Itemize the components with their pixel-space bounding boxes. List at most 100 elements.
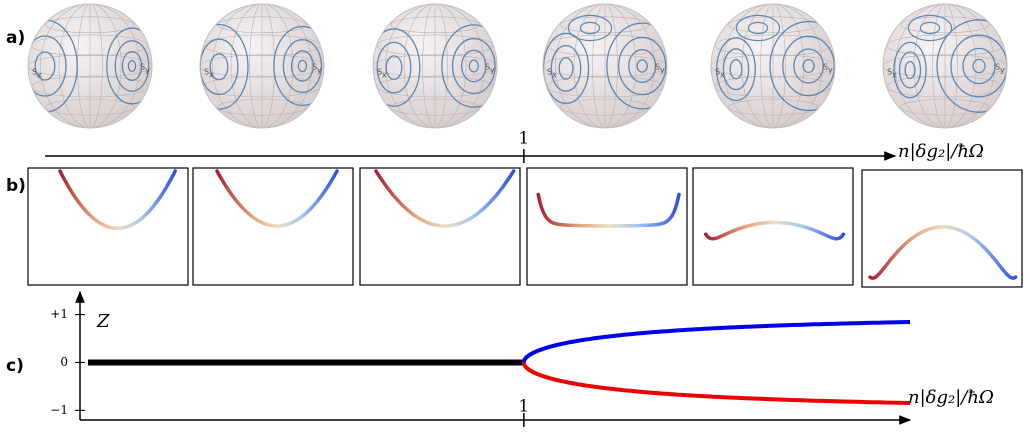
contour xyxy=(636,59,648,73)
contour xyxy=(28,35,67,97)
y-tick-label: 0 xyxy=(60,355,68,369)
y-tick-label: +1 xyxy=(50,307,68,321)
contour xyxy=(722,48,750,91)
contour xyxy=(106,27,152,105)
contour xyxy=(273,25,324,107)
contour xyxy=(628,49,657,83)
contour xyxy=(735,14,781,42)
sphere-axis-symbol: S xyxy=(32,68,37,77)
contour xyxy=(114,40,150,92)
meridian xyxy=(932,4,958,128)
sphere-axis-symbol: S xyxy=(715,68,720,77)
contour xyxy=(550,44,582,92)
contour xyxy=(769,20,835,112)
sphere-axis-sub: x xyxy=(382,71,387,80)
meridian xyxy=(385,4,485,128)
energy-panel xyxy=(526,167,688,286)
contour xyxy=(904,60,916,80)
energy-curve xyxy=(58,169,177,231)
contour xyxy=(290,50,314,82)
sphere-axis-symbol: S xyxy=(204,68,209,77)
sphere-axis-sub: x xyxy=(209,71,214,80)
panel-label: a) xyxy=(6,28,25,48)
sphere-axis-symbol: S xyxy=(823,63,828,72)
meridian xyxy=(40,4,140,128)
sphere-axis-sub: x xyxy=(720,71,725,80)
sphere-axis-symbol: S xyxy=(887,68,892,77)
panel-label: b) xyxy=(6,176,26,196)
x-tick-label: 1 xyxy=(518,397,529,417)
energy-curve xyxy=(704,220,846,241)
sphere xyxy=(28,4,152,128)
broken-branch xyxy=(521,362,911,405)
energy-curve xyxy=(215,169,339,228)
contour xyxy=(606,22,667,110)
meridian xyxy=(555,4,655,128)
contour xyxy=(919,21,941,35)
energy-curve xyxy=(536,192,681,228)
sphere xyxy=(883,4,1007,128)
contour xyxy=(950,34,1007,98)
panel-label: c) xyxy=(6,356,24,376)
y-tick-label: −1 xyxy=(50,403,68,417)
contour xyxy=(972,58,986,74)
contour xyxy=(282,39,323,93)
sphere-axis-sub: x xyxy=(37,71,42,80)
contour xyxy=(34,51,56,81)
contour xyxy=(618,36,667,96)
sphere-outline xyxy=(882,3,1008,129)
contour xyxy=(451,37,496,95)
contour xyxy=(802,58,815,74)
sphere-axis-sub: y xyxy=(1000,66,1005,75)
contour xyxy=(200,23,249,110)
meridian xyxy=(212,4,312,128)
contour xyxy=(376,41,412,94)
contour xyxy=(209,53,229,81)
meridian xyxy=(573,4,637,128)
energy-curve xyxy=(868,225,1018,280)
sphere-axis-sub: y xyxy=(145,66,150,75)
sphere xyxy=(711,4,835,128)
contour xyxy=(468,59,480,73)
contour xyxy=(893,41,927,99)
sphere-outline xyxy=(542,3,668,129)
meridian xyxy=(592,4,618,128)
contour xyxy=(962,47,996,85)
contour xyxy=(936,19,1007,113)
meridian xyxy=(760,4,786,128)
contour xyxy=(558,57,574,80)
sphere-axis-symbol: S xyxy=(547,68,552,77)
contour xyxy=(373,28,421,107)
contour xyxy=(907,14,953,42)
contour xyxy=(385,55,403,81)
contour xyxy=(567,14,613,42)
contour xyxy=(716,37,756,102)
meridian xyxy=(58,4,122,128)
axis-label: Z xyxy=(96,311,110,332)
sphere-outline xyxy=(199,3,325,129)
sphere-axis-sub: y xyxy=(317,66,322,75)
sphere-axis-symbol: S xyxy=(140,63,145,72)
contour xyxy=(747,21,769,35)
axis-label: n|δg₂|/ħΩ xyxy=(908,387,994,408)
sphere-axis-symbol: S xyxy=(377,68,382,77)
contour xyxy=(782,35,835,97)
meridian xyxy=(230,4,294,128)
sphere-outline xyxy=(372,3,498,129)
energy-curve xyxy=(374,169,516,228)
sphere-axis-sub: x xyxy=(552,71,557,80)
sphere xyxy=(373,4,497,128)
broken-branch xyxy=(521,320,911,363)
contour xyxy=(441,24,497,108)
contour xyxy=(793,48,824,84)
contour xyxy=(729,59,743,80)
contour xyxy=(127,59,137,73)
energy-panel xyxy=(692,167,854,286)
sphere-outline xyxy=(710,3,836,129)
x-tick-label: 1 xyxy=(518,129,529,149)
sphere-outline xyxy=(27,3,153,129)
sphere-axis-symbol: S xyxy=(655,63,660,72)
sphere-axis-sub: y xyxy=(660,66,665,75)
sphere xyxy=(200,4,324,128)
